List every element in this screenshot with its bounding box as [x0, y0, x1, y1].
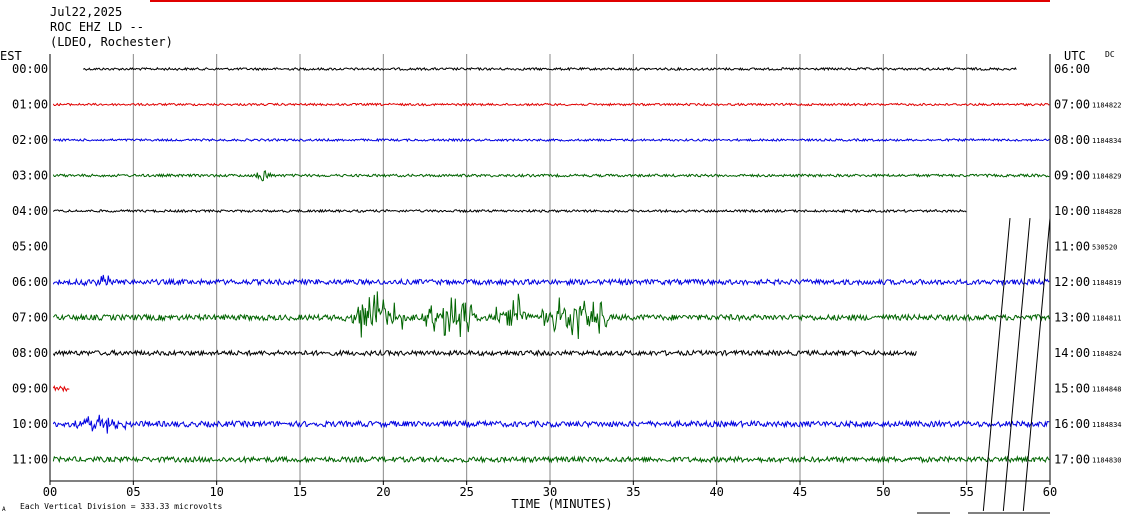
x-tick-label: 30	[543, 485, 557, 499]
x-tick-label: 55	[959, 485, 973, 499]
x-tick-label: 20	[376, 485, 390, 499]
x-tick-label: 45	[793, 485, 807, 499]
est-label: 01:00	[12, 98, 48, 112]
dc-value: 1184834	[1092, 137, 1122, 145]
utc-label: 15:00	[1054, 382, 1090, 396]
est-hour-labels: 00:00 01:00 02:00 03:00 04:00 05:00 06:00 07:00…	[12, 62, 48, 467]
header-date: Jul22,2025	[50, 5, 122, 19]
utc-label: 10:00	[1054, 204, 1090, 218]
utc-label: 06:00	[1054, 62, 1090, 76]
dc-value: 1184829	[1092, 173, 1122, 181]
seismic-traces	[52, 66, 1051, 512]
utc-label: 16:00	[1054, 417, 1090, 431]
x-tick-label: 50	[876, 485, 890, 499]
x-tick-label: 00	[43, 485, 57, 499]
est-label: 00:00	[12, 62, 48, 76]
corner-mark: A	[2, 506, 6, 513]
utc-label: 07:00	[1054, 98, 1090, 112]
trace-line	[52, 170, 1050, 182]
vertical-grid	[49, 54, 1051, 482]
utc-label: 12:00	[1054, 275, 1090, 289]
trace-line	[52, 348, 917, 358]
trace-line	[82, 66, 1017, 72]
est-label: 06:00	[12, 275, 48, 289]
dc-value: 1184819	[1092, 279, 1122, 287]
dc-value: 530520	[1092, 244, 1117, 252]
x-tick-label: 60	[1043, 485, 1057, 499]
trace-line	[52, 137, 1050, 143]
utc-label: 11:00	[1054, 240, 1090, 254]
artifact-line	[1022, 218, 1051, 512]
dc-offset-labels: 1184822 1184834 1184829 1184828 530520 118481…	[1092, 102, 1122, 465]
trace-line	[52, 274, 1050, 287]
dc-value: 1184822	[1092, 102, 1122, 110]
est-label: 10:00	[12, 417, 48, 431]
header-network: (LDEO, Rochester)	[50, 35, 173, 49]
trace-line	[52, 455, 1050, 464]
left-zone-label: EST	[0, 49, 22, 63]
dc-value: 1184848	[1092, 386, 1122, 394]
dc-value: 1184824	[1092, 350, 1122, 358]
dc-value: 1184830	[1092, 457, 1122, 465]
est-label: 11:00	[12, 453, 48, 467]
x-axis-title: TIME (MINUTES)	[511, 497, 612, 511]
utc-label: 14:00	[1054, 346, 1090, 360]
trace-line	[52, 384, 70, 393]
x-tick-label: 15	[293, 485, 307, 499]
x-tick-label: 25	[459, 485, 473, 499]
x-tick-label: 40	[709, 485, 723, 499]
est-label: 09:00	[12, 382, 48, 396]
utc-hour-labels: 06:00 07:00 08:00 09:00 10:00 11:00 12:00 13:00…	[1054, 62, 1090, 467]
x-tick-labels: 00 05 10 15 20 25 30 35 40 45 50 55 60	[43, 481, 1057, 499]
trace-line	[52, 291, 1050, 340]
x-tick-label: 10	[209, 485, 223, 499]
est-label: 02:00	[12, 133, 48, 147]
utc-label: 17:00	[1054, 453, 1090, 467]
header-station: ROC EHZ LD --	[50, 20, 144, 34]
est-label: 08:00	[12, 346, 48, 360]
est-label: 03:00	[12, 169, 48, 183]
dc-label: DC	[1105, 50, 1115, 59]
right-zone-label: UTC	[1064, 49, 1086, 63]
trace-line	[52, 414, 1050, 434]
est-label: 04:00	[12, 204, 48, 218]
est-label: 05:00	[12, 240, 48, 254]
est-label: 07:00	[12, 311, 48, 325]
dc-value: 1184811	[1092, 315, 1122, 323]
dc-value: 1184828	[1092, 208, 1122, 216]
trace-line	[52, 208, 967, 214]
utc-label: 09:00	[1054, 169, 1090, 183]
utc-label: 08:00	[1054, 133, 1090, 147]
x-tick-label: 05	[126, 485, 140, 499]
artifact-line	[1002, 218, 1031, 512]
utc-label: 13:00	[1054, 311, 1090, 325]
dc-value: 1184834	[1092, 421, 1122, 429]
trace-line	[52, 102, 1050, 107]
scale-note: Each Vertical Division = 333.33 microvol…	[20, 502, 222, 511]
artifact-line	[982, 218, 1011, 512]
x-tick-label: 35	[626, 485, 640, 499]
